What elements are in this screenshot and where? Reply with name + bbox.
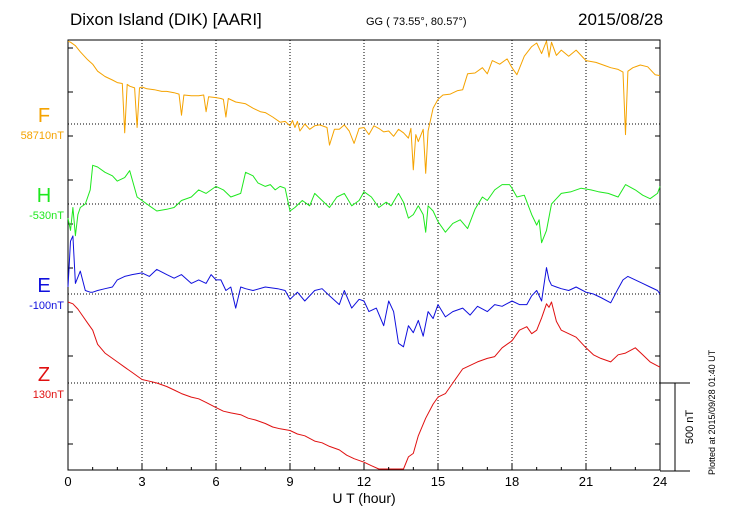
x-tick-label: 9 bbox=[286, 474, 293, 489]
x-axis-ticks: 0 3 6 9 12 15 18 21 24 bbox=[64, 464, 667, 489]
scale-bar-label: 500 nT bbox=[684, 410, 696, 445]
x-tick-label: 3 bbox=[138, 474, 145, 489]
series-name-h: H bbox=[37, 185, 51, 207]
grid-lines bbox=[68, 40, 660, 470]
series-baseline-z: 130nT bbox=[33, 389, 64, 401]
series-lines bbox=[67, 40, 661, 470]
scale-bar: 500 nT bbox=[660, 382, 696, 472]
x-tick-label: 24 bbox=[653, 474, 667, 489]
series-line-h bbox=[67, 164, 661, 244]
x-axis-label: U T (hour) bbox=[332, 490, 395, 506]
x-tick-label: 12 bbox=[357, 474, 371, 489]
series-name-f: F bbox=[38, 105, 50, 127]
station-title: Dixon Island (DIK) [AARI] bbox=[70, 10, 262, 29]
x-tick-label: 21 bbox=[579, 474, 593, 489]
x-tick-label: 0 bbox=[64, 474, 71, 489]
series-name-e: E bbox=[37, 275, 50, 297]
series-line-z bbox=[67, 301, 661, 470]
series-baseline-e: -100nT bbox=[29, 300, 64, 312]
x-tick-label: 15 bbox=[431, 474, 445, 489]
series-baseline-f: 58710nT bbox=[21, 130, 65, 142]
series-line-f bbox=[67, 40, 661, 174]
plot-frame bbox=[67, 39, 661, 471]
series-labels: F 58710nT H -530nT E -100nT Z 130nT bbox=[21, 105, 65, 401]
series-baseline-h: -530nT bbox=[29, 210, 64, 222]
x-tick-label: 18 bbox=[505, 474, 519, 489]
date-label: 2015/08/28 bbox=[578, 10, 664, 29]
x-tick-label: 6 bbox=[212, 474, 219, 489]
geographic-coordinates: GG ( 73.55°, 80.57°) bbox=[366, 16, 467, 28]
series-line-e bbox=[67, 235, 661, 348]
series-name-z: Z bbox=[38, 364, 50, 386]
